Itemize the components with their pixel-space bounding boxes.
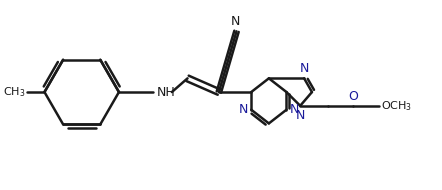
Text: O: O xyxy=(348,90,358,103)
Text: N: N xyxy=(296,109,305,122)
Text: OCH$_3$: OCH$_3$ xyxy=(381,99,412,113)
Text: N: N xyxy=(231,15,240,28)
Text: N: N xyxy=(299,62,309,75)
Text: CH$_3$: CH$_3$ xyxy=(4,85,26,99)
Text: N: N xyxy=(239,103,248,116)
Text: N: N xyxy=(290,103,299,116)
Text: NH: NH xyxy=(157,86,176,99)
